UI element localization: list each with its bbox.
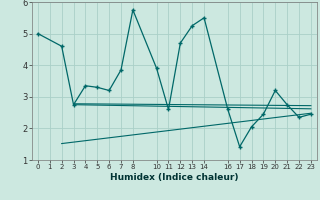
X-axis label: Humidex (Indice chaleur): Humidex (Indice chaleur) [110,173,239,182]
